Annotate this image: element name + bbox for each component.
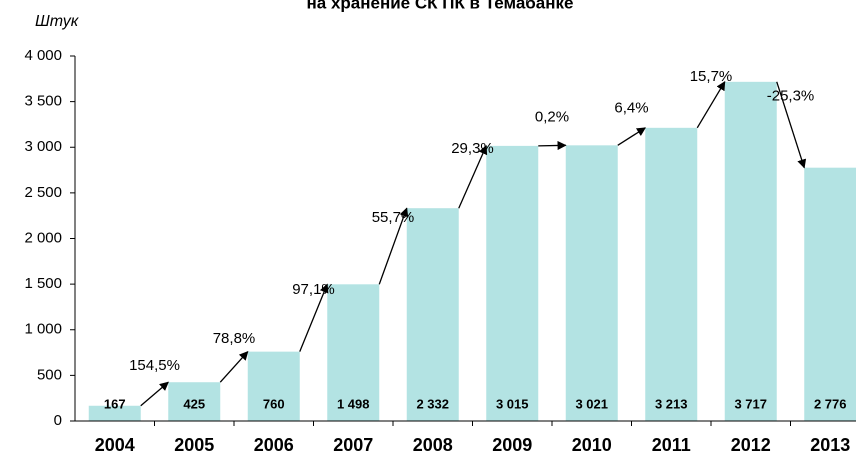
x-tick-label: 2012 <box>731 435 771 455</box>
bar <box>804 167 856 421</box>
y-tick-label: 1 000 <box>24 321 62 338</box>
x-tick-label: 2011 <box>652 435 691 455</box>
y-tick-label: 2 500 <box>24 184 62 201</box>
data-label: 167 <box>104 396 126 411</box>
y-tick-label: 3 500 <box>24 93 62 110</box>
x-tick-label: 2005 <box>174 435 214 455</box>
x-tick-label: 2006 <box>254 435 294 455</box>
growth-label: 15,7% <box>690 68 733 85</box>
bar <box>486 145 539 421</box>
growth-arrow <box>776 81 807 169</box>
x-tick-label: 2010 <box>572 435 612 455</box>
growth-label: 6,4% <box>614 100 648 117</box>
growth-arrow <box>617 127 647 146</box>
growth-arrow <box>299 283 329 352</box>
data-label: 2 776 <box>814 396 847 411</box>
x-tick-label: 2004 <box>95 435 135 455</box>
y-tick-label: 0 <box>54 412 62 429</box>
growth-label: 154,5% <box>129 357 180 374</box>
bar <box>88 405 141 421</box>
data-label: 1 498 <box>337 396 370 411</box>
x-tick-label: 2013 <box>810 435 850 455</box>
x-tick-label: 2009 <box>492 435 532 455</box>
bar <box>565 145 618 422</box>
bar <box>645 127 698 421</box>
y-tick-label: 1 500 <box>24 275 62 292</box>
bar <box>724 81 777 421</box>
growth-label: 78,8% <box>213 330 256 347</box>
growth-arrow <box>696 81 726 129</box>
growth-arrow <box>378 207 409 285</box>
bar <box>327 284 380 421</box>
data-label: 3 717 <box>734 396 767 411</box>
bar <box>247 351 300 421</box>
bar <box>168 382 221 421</box>
chart-title: на хранение СК ПК в Темабанке <box>307 0 574 12</box>
y-tick-label: 3 000 <box>24 138 62 155</box>
growth-arrow <box>538 140 567 151</box>
data-label: 760 <box>263 396 285 411</box>
growth-arrow <box>140 381 169 407</box>
growth-label: 97,1% <box>292 281 335 298</box>
data-label: 3 021 <box>575 396 608 411</box>
y-axis-label: Штук <box>35 13 80 30</box>
growth-arrow <box>219 350 249 383</box>
bar <box>406 208 459 421</box>
x-tick-label: 2008 <box>413 435 453 455</box>
y-tick-label: 2 000 <box>24 229 62 246</box>
growth-arrow <box>458 145 488 209</box>
data-label: 2 332 <box>416 396 449 411</box>
growth-label: 29,3% <box>451 140 494 157</box>
data-label: 425 <box>183 396 205 411</box>
y-tick-label: 4 000 <box>24 47 62 64</box>
growth-label: 0,2% <box>535 109 569 126</box>
x-tick-label: 2007 <box>333 435 373 455</box>
data-label: 3 015 <box>496 396 529 411</box>
y-tick-label: 500 <box>37 366 62 383</box>
growth-label: -25,3% <box>767 88 815 105</box>
data-label: 3 213 <box>655 396 688 411</box>
growth-label: 55,7% <box>372 209 415 226</box>
